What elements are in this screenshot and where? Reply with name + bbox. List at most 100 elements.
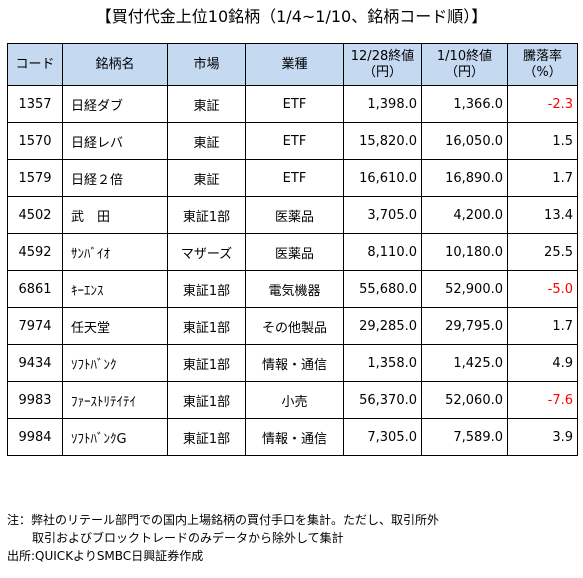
cell-price-1228: 16,610.0 bbox=[343, 159, 422, 197]
cell-sector: 情報・通信 bbox=[245, 344, 344, 382]
table-row: 4592 ｻﾝﾊﾞｲｵ マザーズ 医薬品 8,110.0 10,180.0 25.5 bbox=[7, 233, 578, 271]
col-header-price-0110-label: 1/10終値 bbox=[436, 48, 493, 64]
table-row: 1570 日経レバ 東証 ETF 15,820.0 16,050.0 1.5 bbox=[7, 122, 578, 160]
note-line-1: 注：弊社のリテール部門での国内上場銘柄の買付手口を集計。ただし、取引所外 bbox=[7, 513, 440, 527]
footnote: 注：弊社のリテール部門での国内上場銘柄の買付手口を集計。ただし、取引所外 取引お… bbox=[7, 511, 579, 565]
cell-price-0110: 52,060.0 bbox=[421, 381, 508, 419]
cell-market: 東証1部 bbox=[167, 344, 246, 382]
cell-change: 25.5 bbox=[507, 233, 578, 271]
col-header-change-unit: （%） bbox=[523, 64, 562, 80]
cell-market: 東証1部 bbox=[167, 418, 246, 456]
cell-price-0110: 16,050.0 bbox=[421, 122, 508, 160]
cell-code: 9984 bbox=[7, 418, 63, 456]
cell-price-1228: 15,820.0 bbox=[343, 122, 422, 160]
cell-price-1228: 3,705.0 bbox=[343, 196, 422, 234]
cell-name: ｻﾝﾊﾞｲｵ bbox=[62, 233, 168, 271]
cell-market: 東証1部 bbox=[167, 307, 246, 345]
cell-price-1228: 1,358.0 bbox=[343, 344, 422, 382]
cell-price-1228: 7,305.0 bbox=[343, 418, 422, 456]
cell-change: 13.4 bbox=[507, 196, 578, 234]
cell-market: 東証1部 bbox=[167, 196, 246, 234]
col-header-name: 銘柄名 bbox=[62, 43, 168, 86]
cell-market: 東証 bbox=[167, 122, 246, 160]
cell-change: 1.7 bbox=[507, 159, 578, 197]
table-row: 6861 ｷｰｴﾝｽ 東証1部 電気機器 55,680.0 52,900.0 -5.0 bbox=[7, 270, 578, 308]
cell-sector: ETF bbox=[245, 122, 344, 160]
col-header-change-label: 騰落率 bbox=[522, 48, 562, 64]
col-header-market: 市場 bbox=[167, 43, 246, 86]
cell-market: 東証 bbox=[167, 159, 246, 197]
cell-market: マザーズ bbox=[167, 233, 246, 271]
cell-price-1228: 8,110.0 bbox=[343, 233, 422, 271]
cell-code: 1357 bbox=[7, 85, 63, 123]
table-row: 9983 ﾌｧｰｽﾄﾘﾃｲﾃｲ 東証1部 小売 56,370.0 52,060.0 -7.6 bbox=[7, 381, 578, 419]
table-row: 9434 ｿﾌﾄﾊﾞﾝｸ 東証1部 情報・通信 1,358.0 1,425.0 4.9 bbox=[7, 344, 578, 382]
cell-name: 任天堂 bbox=[62, 307, 168, 345]
cell-sector: 医薬品 bbox=[245, 233, 344, 271]
cell-price-0110: 29,795.0 bbox=[421, 307, 508, 345]
col-header-code: コード bbox=[7, 43, 63, 86]
cell-code: 4592 bbox=[7, 233, 63, 271]
cell-code: 6861 bbox=[7, 270, 63, 308]
table-row: 1357 日経ダブ 東証 ETF 1,398.0 1,366.0 -2.3 bbox=[7, 85, 578, 123]
cell-price-1228: 29,285.0 bbox=[343, 307, 422, 345]
table-title: 【買付代金上位10銘柄（1/4~1/10、銘柄コード順）】 bbox=[95, 7, 488, 26]
cell-change: 1.5 bbox=[507, 122, 578, 160]
cell-name: ｿﾌﾄﾊﾞﾝｸ bbox=[62, 344, 168, 382]
cell-price-0110: 1,425.0 bbox=[421, 344, 508, 382]
cell-price-0110: 4,200.0 bbox=[421, 196, 508, 234]
top10-table: コード 銘柄名 市場 業種 12/28終値 （円） 1/10終値 （円） 騰落率… bbox=[7, 43, 578, 456]
cell-change: 1.7 bbox=[507, 307, 578, 345]
cell-change: -7.6 bbox=[507, 381, 578, 419]
table-row: 1579 日経２倍 東証 ETF 16,610.0 16,890.0 1.7 bbox=[7, 159, 578, 197]
cell-market: 東証1部 bbox=[167, 381, 246, 419]
cell-change: 3.9 bbox=[507, 418, 578, 456]
cell-price-0110: 10,180.0 bbox=[421, 233, 508, 271]
cell-code: 9434 bbox=[7, 344, 63, 382]
cell-name: ｷｰｴﾝｽ bbox=[62, 270, 168, 308]
source-line: 出所:QUICKよりSMBC日興証券作成 bbox=[7, 549, 204, 563]
cell-name: 武 田 bbox=[62, 196, 168, 234]
col-header-change: 騰落率 （%） bbox=[507, 43, 578, 86]
col-header-price-0110: 1/10終値 （円） bbox=[421, 43, 508, 86]
table-row: 4502 武 田東証1部 医薬品 3,705.0 4,200.0 13.4 bbox=[7, 196, 578, 234]
col-header-price-1228-unit: （円） bbox=[362, 64, 402, 80]
cell-name: ｿﾌﾄﾊﾞﾝｸG bbox=[62, 418, 168, 456]
cell-name: ﾌｧｰｽﾄﾘﾃｲﾃｲ bbox=[62, 381, 168, 419]
col-header-price-1228: 12/28終値 （円） bbox=[343, 43, 422, 86]
cell-change: -2.3 bbox=[507, 85, 578, 123]
cell-sector: その他製品 bbox=[245, 307, 344, 345]
cell-sector: 情報・通信 bbox=[245, 418, 344, 456]
table-row: 7974 任天堂 東証1部 その他製品 29,285.0 29,795.0 1.7 bbox=[7, 307, 578, 345]
cell-price-0110: 52,900.0 bbox=[421, 270, 508, 308]
cell-price-0110: 1,366.0 bbox=[421, 85, 508, 123]
cell-sector: ETF bbox=[245, 85, 344, 123]
cell-price-1228: 55,680.0 bbox=[343, 270, 422, 308]
cell-price-1228: 1,398.0 bbox=[343, 85, 422, 123]
cell-change: 4.9 bbox=[507, 344, 578, 382]
cell-price-0110: 7,589.0 bbox=[421, 418, 508, 456]
cell-market: 東証 bbox=[167, 85, 246, 123]
cell-code: 9983 bbox=[7, 381, 63, 419]
cell-sector: 医薬品 bbox=[245, 196, 344, 234]
col-header-price-1228-label: 12/28終値 bbox=[350, 48, 415, 64]
cell-sector: ETF bbox=[245, 159, 344, 197]
header-row: コード 銘柄名 市場 業種 12/28終値 （円） 1/10終値 （円） 騰落率… bbox=[7, 43, 578, 86]
note-line-2: 取引およびブロックトレードのみデータから除外して集計 bbox=[32, 531, 344, 545]
col-header-price-0110-unit: （円） bbox=[444, 64, 484, 80]
cell-name: 日経２倍 bbox=[62, 159, 168, 197]
cell-market: 東証1部 bbox=[167, 270, 246, 308]
cell-price-1228: 56,370.0 bbox=[343, 381, 422, 419]
cell-change: -5.0 bbox=[507, 270, 578, 308]
cell-name: 日経ダブ bbox=[62, 85, 168, 123]
cell-sector: 電気機器 bbox=[245, 270, 344, 308]
cell-code: 7974 bbox=[7, 307, 63, 345]
cell-name: 日経レバ bbox=[62, 122, 168, 160]
cell-code: 1579 bbox=[7, 159, 63, 197]
table-row: 9984 ｿﾌﾄﾊﾞﾝｸG 東証1部 情報・通信 7,305.0 7,589.0 3.9 bbox=[7, 418, 578, 456]
col-header-sector: 業種 bbox=[245, 43, 344, 86]
cell-sector: 小売 bbox=[245, 381, 344, 419]
cell-price-0110: 16,890.0 bbox=[421, 159, 508, 197]
cell-code: 1570 bbox=[7, 122, 63, 160]
cell-code: 4502 bbox=[7, 196, 63, 234]
